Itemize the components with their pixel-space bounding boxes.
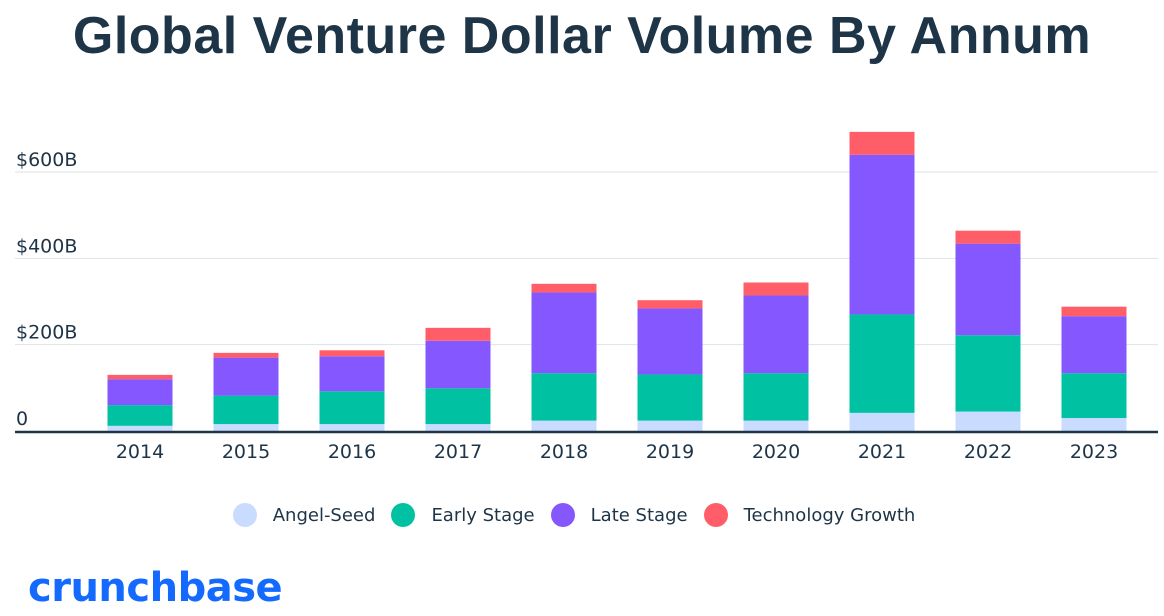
legend-label-late-stage: Late Stage [590, 504, 688, 526]
bar-segment [425, 327, 491, 341]
bar-segment [213, 352, 279, 358]
bar-segment [1061, 418, 1127, 431]
bar-segment [637, 308, 703, 375]
bar-segment [955, 411, 1021, 431]
bar-segment [849, 154, 915, 315]
bar-segment [743, 282, 809, 296]
legend-item-late-stage: Late Stage [550, 503, 692, 527]
bar-segment [955, 230, 1021, 244]
crunchbase-logo: crunchbase [28, 565, 283, 611]
bar-segment [637, 374, 703, 421]
x-tick-label: 2015 [222, 441, 270, 463]
x-tick-label: 2022 [964, 441, 1012, 463]
bar-segment [213, 424, 279, 431]
legend-swatch-angel-seed [232, 503, 257, 527]
bar-segment [107, 379, 173, 406]
legend-swatch-late-stage [550, 503, 575, 527]
bar-segment [531, 373, 597, 421]
bar-segment [1061, 373, 1127, 419]
bar-segment [955, 243, 1021, 336]
x-tick-label: 2016 [328, 441, 376, 463]
x-tick-label: 2023 [1070, 441, 1118, 463]
bar-segment [743, 373, 809, 421]
bar-segment [1061, 316, 1127, 374]
bar-segment [849, 412, 915, 431]
bar-segment [425, 388, 491, 425]
bar-segment [319, 424, 385, 431]
chart-title: Global Venture Dollar Volume By Annum [72, 7, 1092, 65]
y-tick-label: $600B [16, 149, 77, 171]
x-tick-label: 2021 [858, 441, 906, 463]
bar-segment [213, 357, 279, 396]
legend-item-angel-seed: Angel-Seed [232, 503, 380, 527]
bar-segment [107, 405, 173, 426]
bar-segment [1061, 306, 1127, 317]
x-tick-label: 2014 [116, 441, 164, 463]
bar-segment [425, 340, 491, 389]
legend-swatch-early-stage [391, 503, 416, 527]
x-tick-label: 2019 [646, 441, 694, 463]
bar-segment [743, 420, 809, 431]
bar-segment [319, 356, 385, 392]
y-tick-label: 0 [16, 408, 28, 430]
legend-item-early-stage: Early Stage [391, 503, 538, 527]
bar-segment [319, 391, 385, 425]
bar-segment [743, 295, 809, 374]
legend-label-early-stage: Early Stage [431, 504, 535, 526]
bar-segment [955, 335, 1021, 412]
bar-segment [107, 374, 173, 380]
x-tick-label: 2020 [752, 441, 800, 463]
bar-segment [319, 350, 385, 357]
legend-swatch-technology-growth [703, 503, 728, 527]
bar-segment [849, 314, 915, 413]
bar-segment [213, 395, 279, 425]
stacked-bar-chart: 0 $200B $400B $600B 2014 2015 2016 2017 2018 2019… [15, 131, 1158, 463]
legend-label-angel-seed: Angel-Seed [272, 504, 376, 526]
chart-legend: Angel-Seed Early Stage Late Stage Techno… [0, 503, 1164, 527]
bar-segment [425, 424, 491, 431]
bar-segment [531, 283, 597, 293]
bar-segment [849, 131, 915, 155]
legend-item-technology-growth: Technology Growth [703, 503, 920, 527]
bar-segment [637, 300, 703, 309]
x-tick-label: 2018 [540, 441, 588, 463]
x-tick-label: 2017 [434, 441, 482, 463]
bar-segment [531, 292, 597, 374]
bar-segment [107, 425, 173, 431]
y-tick-label: $400B [16, 235, 77, 257]
y-tick-label: $200B [16, 322, 77, 344]
bar-segment [531, 420, 597, 431]
legend-label-technology-growth: Technology Growth [743, 504, 916, 526]
bar-segment [637, 420, 703, 431]
